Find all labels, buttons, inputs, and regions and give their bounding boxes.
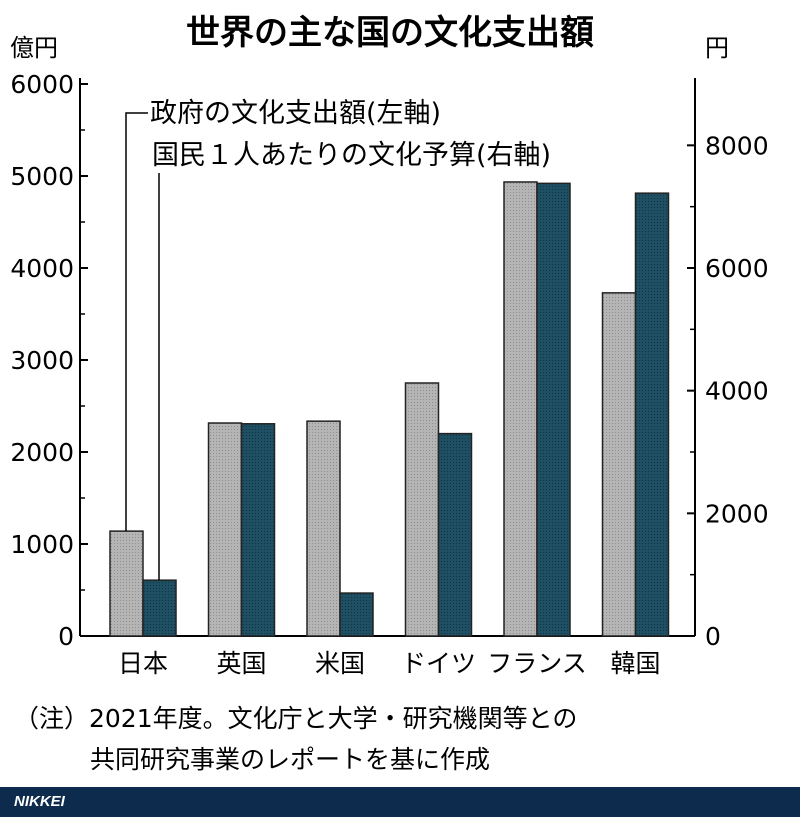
right-tick-label: 0	[705, 622, 721, 651]
legend-bg-2	[152, 137, 667, 173]
category-label: 米国	[315, 649, 365, 678]
legend-leader-right	[158, 169, 160, 581]
left-tick-label: 4000	[10, 254, 74, 283]
category-label: ドイツ	[401, 649, 476, 678]
note-line-2: 共同研究事業のレポートを基に作成	[90, 745, 490, 774]
legend-leader-left	[125, 112, 148, 532]
bar-left-3	[404, 382, 440, 637]
bar-right-0	[142, 579, 177, 637]
chart-title: 世界の主な国の文化支出額	[186, 13, 594, 53]
category-label: 韓国	[610, 649, 660, 678]
category-label: 英国	[216, 649, 266, 678]
bar-right-5	[634, 192, 670, 637]
right-tick-label: 4000	[705, 377, 769, 406]
bar-left-1	[207, 422, 243, 637]
category-label: 日本	[118, 649, 168, 678]
left-tick-label: 3000	[10, 346, 74, 375]
right-tick-label: 8000	[705, 131, 769, 160]
left-tick-label: 0	[58, 622, 74, 651]
left-tick-label: 1000	[10, 530, 74, 559]
legend-bg-1	[148, 95, 528, 129]
left-tick-label: 2000	[10, 438, 74, 467]
category-label: フランス	[487, 649, 587, 678]
bar-left-0	[109, 530, 144, 637]
right-tick-label: 2000	[705, 499, 769, 528]
right-unit-label: 円	[705, 34, 729, 62]
brand-logo: NIKKEI	[14, 793, 65, 810]
bar-right-4	[536, 182, 571, 637]
right-tick-label: 6000	[705, 254, 769, 283]
left-unit-label: 億円	[10, 34, 58, 62]
left-tick-label: 5000	[10, 162, 74, 191]
legend-left-series: 政府の文化支出額(左軸)	[150, 98, 441, 129]
bar-left-2	[306, 420, 341, 637]
left-tick-label: 6000	[10, 70, 74, 99]
bar-right-3	[437, 432, 473, 637]
bar-right-1	[240, 423, 276, 637]
bar-left-5	[601, 292, 637, 637]
note-line-1: （注）2021年度。文化庁と大学・研究機関等との	[14, 704, 577, 733]
bar-left-4	[503, 181, 538, 637]
bar-right-2	[339, 592, 374, 637]
footer-bar: NIKKEI	[0, 787, 800, 817]
bar-chart: 世界の主な国の文化支出額 億円 円 0 1000 2000 3000 4000 5000 6…	[10, 13, 769, 774]
legend-right-series: 国民１人あたりの文化予算(右軸)	[152, 140, 551, 171]
